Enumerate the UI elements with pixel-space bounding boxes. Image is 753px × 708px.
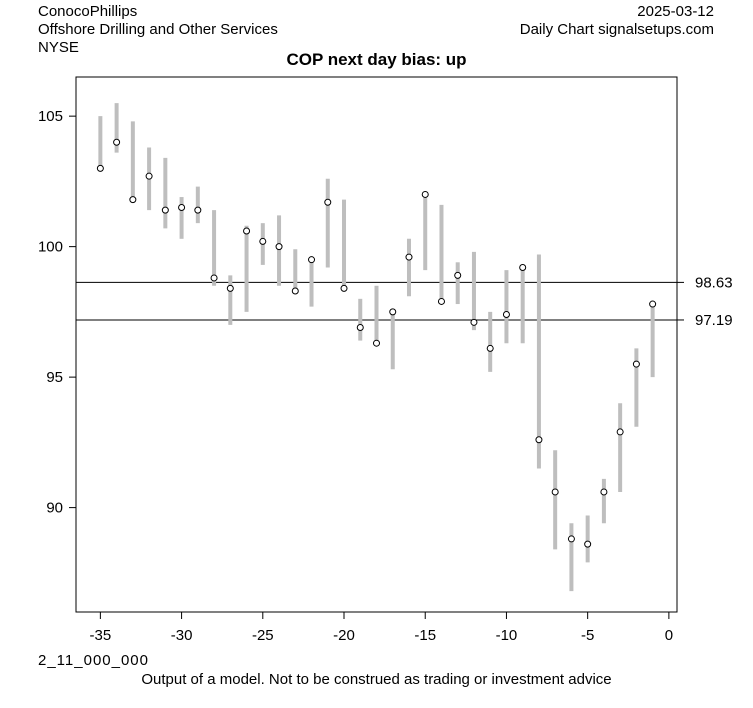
y-tick-label: 95 xyxy=(46,369,63,386)
x-tick-label: -20 xyxy=(333,627,355,644)
close-point xyxy=(129,196,137,204)
x-tick-label: -5 xyxy=(581,627,594,644)
close-point xyxy=(421,190,429,198)
reference-lines: 98.63 97.19 xyxy=(76,274,733,329)
exchange-label: NYSE xyxy=(38,39,79,56)
close-point xyxy=(178,203,186,211)
close-point xyxy=(373,339,380,347)
industry-label: Offshore Drilling and Other Services xyxy=(38,21,278,38)
close-point xyxy=(113,138,121,146)
close-point xyxy=(551,488,559,496)
close-point xyxy=(470,318,478,326)
company-name: ConocoPhillips xyxy=(38,3,138,20)
close-point xyxy=(324,198,332,206)
x-tick-label: -15 xyxy=(414,627,436,644)
close-point xyxy=(210,274,218,282)
y-tick-label: 90 xyxy=(46,500,63,517)
close-point xyxy=(243,227,251,235)
close-point xyxy=(356,324,364,332)
x-tick-label: 0 xyxy=(665,627,673,644)
chart-source: Daily Chart signalsetups.com xyxy=(519,21,714,38)
range-bars xyxy=(98,103,655,592)
chart-date: 2025-03-12 xyxy=(637,3,714,20)
close-point xyxy=(437,297,445,305)
close-point xyxy=(632,360,640,368)
y-axis: 90 95 100 105 xyxy=(38,108,76,517)
model-code: 2_11_000_000 xyxy=(38,652,149,669)
disclaimer: Output of a model. Not to be construed a… xyxy=(141,671,612,688)
close-point xyxy=(259,237,267,245)
close-point xyxy=(308,256,316,264)
close-point xyxy=(600,488,608,496)
close-point xyxy=(161,206,169,214)
close-point xyxy=(291,287,299,295)
plot-frame xyxy=(75,76,678,613)
y-tick-label: 100 xyxy=(38,239,63,256)
chart-title: COP next day bias: up xyxy=(286,50,467,69)
close-point xyxy=(340,284,348,292)
close-point xyxy=(405,253,413,261)
reference-label-2: 97.19 xyxy=(695,312,733,329)
x-tick-label: -25 xyxy=(252,627,274,644)
close-point xyxy=(616,428,624,436)
close-point xyxy=(649,300,657,308)
close-point xyxy=(502,310,510,318)
close-point xyxy=(519,264,527,272)
close-point xyxy=(454,271,462,279)
close-point xyxy=(275,243,283,251)
close-point xyxy=(389,308,397,316)
close-point xyxy=(96,164,104,172)
x-tick-label: -30 xyxy=(171,627,193,644)
x-axis: -35 -30 -25 -20 -15 -10 -5 0 xyxy=(90,612,673,644)
close-point xyxy=(584,540,592,548)
close-points xyxy=(96,138,657,548)
x-tick-label: -35 xyxy=(90,627,112,644)
close-point xyxy=(226,284,234,292)
x-tick-label: -10 xyxy=(496,627,518,644)
close-point xyxy=(194,206,202,214)
close-point xyxy=(145,172,153,180)
close-point xyxy=(535,436,543,444)
reference-label-1: 98.63 xyxy=(695,274,733,291)
close-point xyxy=(567,535,575,543)
close-point xyxy=(486,344,494,352)
y-tick-label: 105 xyxy=(38,108,63,125)
